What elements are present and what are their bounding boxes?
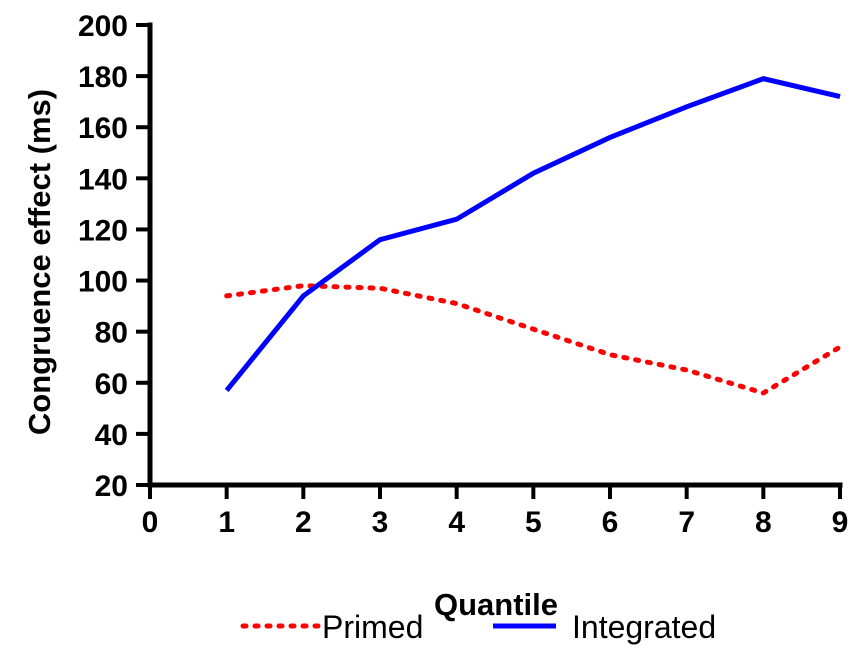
y-tick-label: 100 <box>78 266 128 299</box>
series-line-integrated <box>224 76 841 393</box>
y-tick-label: 40 <box>95 419 128 452</box>
series-line-primed <box>224 283 843 396</box>
x-tick-label: 6 <box>602 506 619 539</box>
x-tick-label: 9 <box>832 506 849 539</box>
legend-label-integrated: Integrated <box>572 609 716 645</box>
x-tick-label: 4 <box>448 506 465 539</box>
legend: Primed Integrated <box>240 609 716 645</box>
x-tick-label: 0 <box>142 506 159 539</box>
x-tick-label: 1 <box>218 506 235 539</box>
x-axis-title: Quantile <box>434 587 558 622</box>
y-tick-label: 80 <box>95 317 128 350</box>
axes-layer: 20 40 60 80 100 120 140 160 180 200 0 1 2 3 4 5 6 7 8 9 <box>78 10 848 539</box>
y-axis-title: Congruence effect (ms) <box>22 89 57 435</box>
x-tick-label: 3 <box>372 506 389 539</box>
x-tick-label: 5 <box>525 506 542 539</box>
x-tick-label: 7 <box>678 506 695 539</box>
legend-label-primed: Primed <box>322 609 423 645</box>
y-tick-label: 60 <box>95 368 128 401</box>
x-tick-label: 2 <box>295 506 312 539</box>
y-tick-label: 180 <box>78 61 128 94</box>
y-tick-label: 160 <box>78 112 128 145</box>
x-tick-label: 8 <box>755 506 772 539</box>
y-tick-label: 200 <box>78 10 128 43</box>
y-tick-label: 140 <box>78 163 128 196</box>
y-tick-label: 20 <box>95 470 128 503</box>
y-tick-label: 120 <box>78 214 128 247</box>
series-layer <box>224 76 843 396</box>
